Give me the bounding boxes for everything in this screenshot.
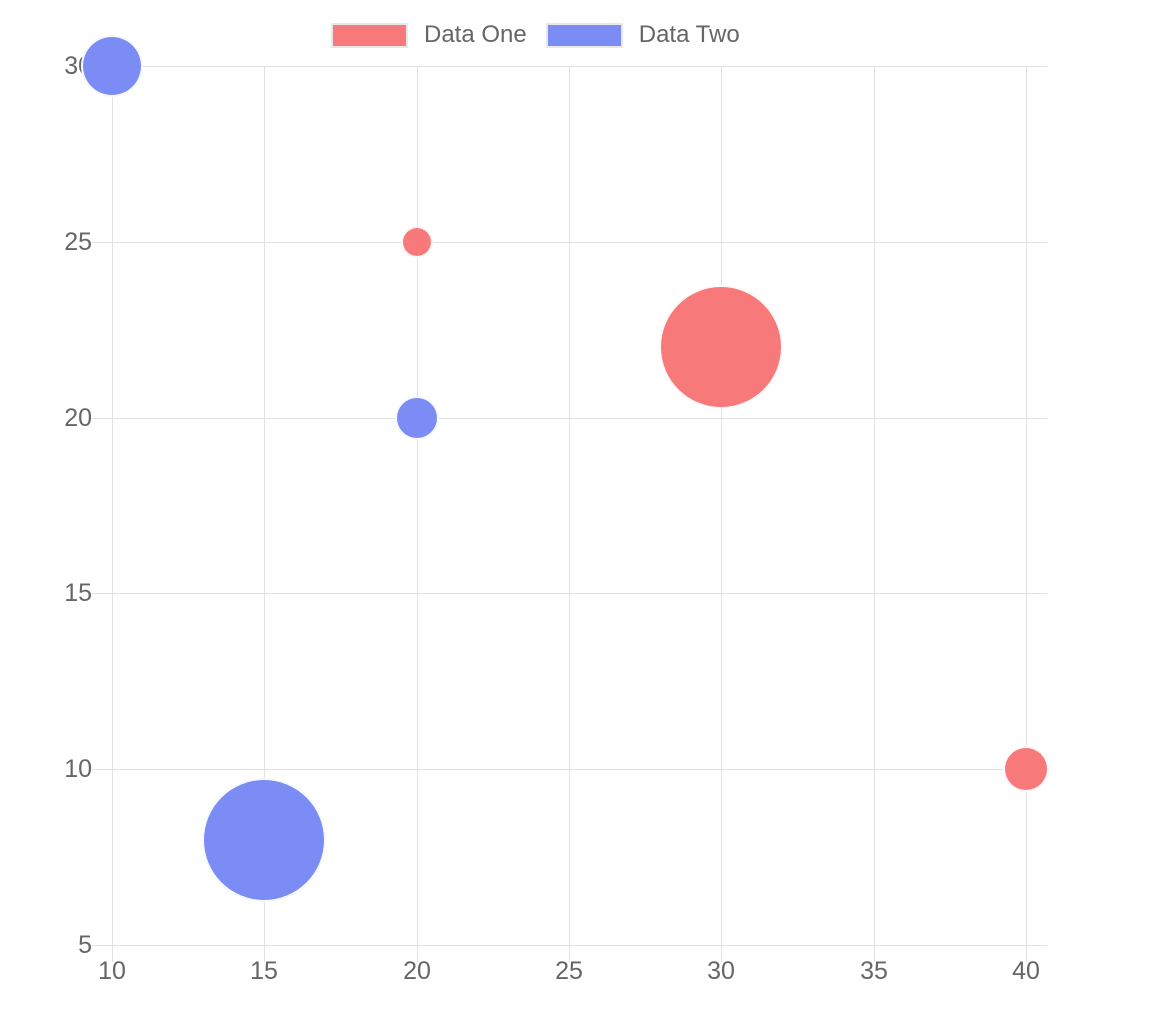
x-gridline-15 [264, 66, 265, 962]
x-tick-label-25: 25 [555, 957, 583, 985]
y-tick-label-10: 10 [64, 755, 92, 783]
bubble-data-one-2[interactable] [1003, 746, 1049, 793]
y-tick-label-30: 30 [64, 52, 92, 80]
x-gridline-30 [721, 66, 722, 962]
legend-item-data-two[interactable]: Data Two [545, 21, 740, 49]
y-tick-label-20: 20 [64, 404, 92, 432]
x-tick-label-10: 10 [98, 957, 126, 985]
x-gridline-10 [112, 66, 113, 962]
bubble-data-two-1[interactable] [394, 395, 439, 440]
x-tick-label-30: 30 [707, 957, 735, 985]
x-tick-label-35: 35 [860, 957, 888, 985]
y-tick-label-5: 5 [78, 931, 92, 959]
x-gridline-25 [569, 66, 570, 962]
chart-legend: Data One Data Two [331, 21, 740, 49]
bubble-data-two-2[interactable] [202, 777, 327, 902]
x-gridline-20 [417, 66, 418, 962]
legend-swatch-data-one [331, 22, 408, 48]
bubble-data-one-1[interactable] [659, 285, 784, 410]
x-tick-label-40: 40 [1012, 957, 1040, 985]
y-tick-label-15: 15 [64, 579, 92, 607]
x-gridline-40 [1026, 66, 1027, 962]
bubble-data-one-0[interactable] [400, 225, 433, 258]
legend-label-data-two: Data Two [638, 21, 740, 48]
y-tick-label-25: 25 [64, 228, 92, 256]
legend-label-data-one: Data One [424, 21, 527, 48]
bubble-data-two-0[interactable] [81, 35, 143, 97]
legend-item-data-one[interactable]: Data One [331, 21, 527, 49]
x-tick-label-15: 15 [250, 957, 278, 985]
legend-swatch-data-two [545, 22, 623, 48]
x-tick-label-20: 20 [403, 957, 431, 985]
x-gridline-35 [874, 66, 875, 962]
